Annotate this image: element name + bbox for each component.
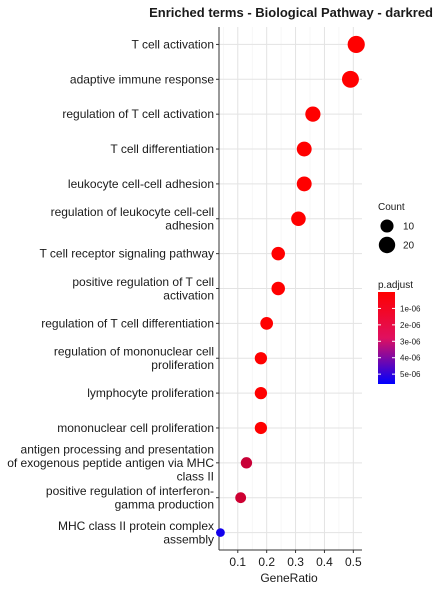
data-point (235, 492, 247, 504)
y-tick-label: T cell differentiation (110, 142, 214, 156)
p-adjust-legend-label: 1e-06 (400, 304, 421, 313)
y-tick-label: regulation of T cell differentiation (41, 316, 214, 330)
y-tick-label: lymphocyte proliferation (87, 386, 214, 400)
y-tick-label: leukocyte cell-cell adhesion (68, 177, 214, 191)
data-point (296, 176, 312, 192)
data-point (271, 246, 285, 261)
x-tick-label: 0.5 (345, 555, 362, 569)
data-point (341, 70, 359, 88)
data-point (216, 528, 225, 537)
y-tick-label: T cell activation (132, 37, 214, 51)
y-tick-label: regulation of leukocyte cell-cell adhesio… (51, 205, 214, 233)
chart-title: Enriched terms - Biological Pathway - da… (149, 5, 433, 20)
x-tick-label: 0.3 (287, 555, 304, 569)
p-adjust-legend-title: p.adjust (378, 280, 413, 291)
count-legend-label: 20 (403, 241, 415, 252)
y-tick-label: adaptive immune response (70, 72, 214, 86)
count-legend-dot (378, 236, 396, 254)
y-tick-label: regulation of T cell activation (62, 107, 214, 121)
count-legend: Count 10 20 (378, 202, 415, 254)
p-adjust-legend-label: 3e-06 (400, 337, 421, 346)
p-adjust-legend-label: 4e-06 (400, 354, 421, 363)
count-legend-label: 10 (403, 222, 415, 233)
y-tick-label: MHC class II protein complex assembly (58, 519, 214, 547)
data-point (260, 317, 274, 330)
x-tick-label: 0.4 (316, 555, 333, 569)
data-point (296, 141, 312, 157)
y-axis: T cell activation adaptive immune respons… (7, 37, 219, 546)
plot-grid (218, 27, 362, 551)
y-tick-label: positive regulation of T cell activation (72, 275, 214, 303)
x-axis: 0.1 0.2 0.3 0.4 0.5 (229, 550, 362, 569)
data-point (347, 35, 365, 54)
data-point (254, 386, 268, 400)
y-tick-label: T cell receptor signaling pathway (39, 247, 214, 261)
p-adjust-legend: p.adjust 1e-06 2e-06 3e-06 4e-06 5e-06 (378, 280, 421, 384)
y-tick-label: regulation of mononuclear cell proliferat… (54, 344, 214, 372)
data-point (254, 421, 268, 435)
y-tick-label: antigen processing and presentation of ex… (7, 442, 214, 483)
count-legend-title: Count (378, 202, 405, 213)
data-point (254, 352, 268, 365)
x-tick-label: 0.2 (258, 555, 275, 569)
data-point (240, 457, 253, 469)
x-tick-label: 0.1 (229, 555, 246, 569)
p-adjust-legend-label: 5e-06 (400, 370, 421, 379)
y-tick-label: positive regulation of interferon-gamma … (46, 484, 214, 512)
p-adjust-legend-label: 2e-06 (400, 321, 421, 330)
count-legend-dot (380, 219, 394, 233)
data-point (271, 281, 285, 296)
y-tick-label: mononuclear cell proliferation (57, 421, 214, 435)
data-point (291, 211, 306, 227)
p-adjust-colorbar (378, 292, 395, 384)
x-axis-title: GeneRatio (260, 571, 318, 585)
data-points (216, 35, 365, 537)
data-point (305, 106, 321, 122)
